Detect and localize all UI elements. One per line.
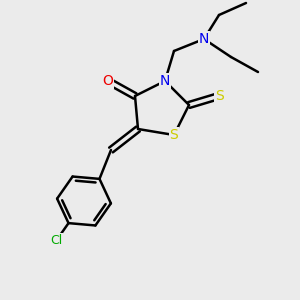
Text: Cl: Cl xyxy=(50,234,63,247)
Text: S: S xyxy=(214,89,224,103)
Text: S: S xyxy=(169,128,178,142)
Text: N: N xyxy=(160,74,170,88)
Text: N: N xyxy=(199,32,209,46)
Text: O: O xyxy=(103,74,113,88)
